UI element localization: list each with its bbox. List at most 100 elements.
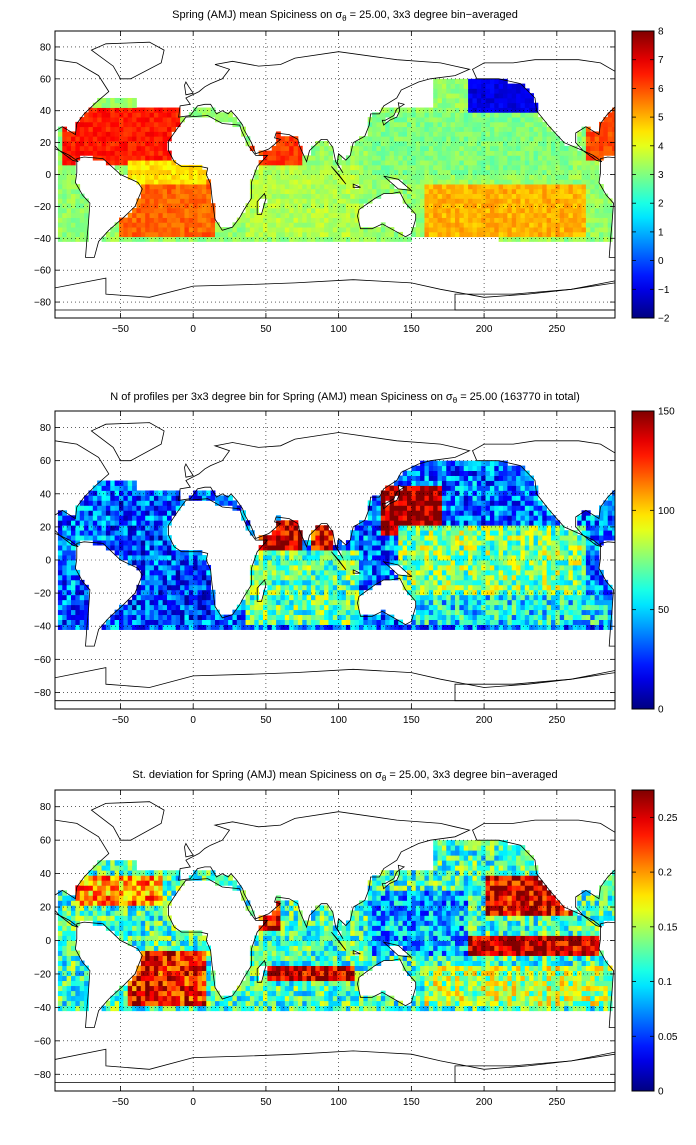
heatmap-cell xyxy=(459,580,464,585)
heatmap-cell xyxy=(429,189,434,194)
heatmap-cell xyxy=(499,93,504,98)
heatmap-cell xyxy=(525,227,530,232)
heatmap-cell xyxy=(184,555,189,560)
heatmap-cell xyxy=(280,620,285,625)
heatmap-cell xyxy=(424,213,429,218)
heatmap-cell xyxy=(499,560,504,565)
heatmap-cell xyxy=(320,160,325,165)
heatmap-cell xyxy=(372,165,377,170)
heatmap-cell xyxy=(97,535,102,540)
heatmap-cell xyxy=(464,151,469,156)
heatmap-cell xyxy=(507,88,512,93)
heatmap-cell xyxy=(403,112,408,117)
heatmap-cell xyxy=(97,127,102,132)
heatmap-cell xyxy=(582,165,587,170)
heatmap-cell xyxy=(315,545,320,550)
heatmap-cell xyxy=(599,535,604,540)
heatmap-cell xyxy=(438,103,443,108)
heatmap-cell xyxy=(512,103,517,108)
heatmap-cell xyxy=(324,155,329,160)
heatmap-cell xyxy=(171,580,176,585)
heatmap-cell xyxy=(442,146,447,151)
heatmap-cell xyxy=(516,141,521,146)
heatmap-cell xyxy=(372,175,377,180)
heatmap-cell xyxy=(263,160,268,165)
heatmap-cell xyxy=(586,203,591,208)
heatmap-cell xyxy=(150,194,155,199)
heatmap-cell xyxy=(289,155,294,160)
heatmap-cell xyxy=(416,184,421,189)
heatmap-cell xyxy=(416,590,421,595)
heatmap-cell xyxy=(263,565,268,570)
heatmap-cell xyxy=(564,194,569,199)
heatmap-cell xyxy=(477,218,482,223)
heatmap-cell xyxy=(429,560,434,565)
heatmap-cell xyxy=(307,189,312,194)
heatmap-cell xyxy=(328,175,333,180)
heatmap-cell xyxy=(424,218,429,223)
heatmap-cell xyxy=(424,136,429,141)
heatmap-cell xyxy=(324,208,329,213)
heatmap-cell xyxy=(420,615,425,620)
heatmap-cell xyxy=(163,218,168,223)
heatmap-cell xyxy=(411,530,416,535)
heatmap-cell xyxy=(333,198,338,203)
heatmap-cell xyxy=(189,600,194,605)
heatmap-cell xyxy=(555,545,560,550)
heatmap-cell xyxy=(416,620,421,625)
heatmap-cell xyxy=(494,585,499,590)
heatmap-cell xyxy=(342,213,347,218)
heatmap-cell xyxy=(477,575,482,580)
heatmap-cell xyxy=(263,184,268,189)
heatmap-cell xyxy=(490,131,495,136)
heatmap-cell xyxy=(451,530,456,535)
heatmap-cell xyxy=(62,580,67,585)
heatmap-cell xyxy=(311,189,316,194)
heatmap-cell xyxy=(429,540,434,545)
heatmap-cell xyxy=(298,600,303,605)
heatmap-cell xyxy=(320,545,325,550)
heatmap-cell xyxy=(599,620,604,625)
heatmap-cell xyxy=(538,615,543,620)
heatmap-cell xyxy=(481,170,486,175)
heatmap-cell xyxy=(490,189,495,194)
heatmap-cell xyxy=(490,79,495,84)
heatmap-cell xyxy=(154,595,159,600)
heatmap-cell xyxy=(385,108,390,113)
heatmap-cell xyxy=(337,232,342,237)
heatmap-cell xyxy=(564,540,569,545)
heatmap-cell xyxy=(398,131,403,136)
heatmap-cell xyxy=(163,141,168,146)
heatmap-cell xyxy=(328,208,333,213)
heatmap-cell xyxy=(368,227,373,232)
heatmap-cell xyxy=(472,146,477,151)
heatmap-cell xyxy=(93,141,98,146)
heatmap-cell xyxy=(420,222,425,227)
heatmap-cell xyxy=(503,165,508,170)
heatmap-cell xyxy=(128,127,133,132)
heatmap-cell xyxy=(141,136,146,141)
heatmap-cell xyxy=(416,222,421,227)
heatmap-cell xyxy=(350,218,355,223)
heatmap-cell xyxy=(507,127,512,132)
heatmap-cell xyxy=(486,585,491,590)
heatmap-cell xyxy=(346,615,351,620)
heatmap-cell xyxy=(547,227,552,232)
heatmap-cell xyxy=(595,575,600,580)
heatmap-cell xyxy=(67,203,72,208)
heatmap-cell xyxy=(342,189,347,194)
heatmap-cell xyxy=(477,580,482,585)
heatmap-cell xyxy=(211,615,216,620)
heatmap-cell xyxy=(486,610,491,615)
heatmap-cell xyxy=(529,545,534,550)
heatmap-cell xyxy=(586,530,591,535)
heatmap-cell xyxy=(577,175,582,180)
heatmap-cell xyxy=(167,189,172,194)
heatmap-cell xyxy=(150,151,155,156)
heatmap-cell xyxy=(176,179,181,184)
heatmap-cell xyxy=(381,530,386,535)
heatmap-cell xyxy=(219,620,224,625)
heatmap-cell xyxy=(507,232,512,237)
heatmap-cell xyxy=(285,141,290,146)
heatmap-cell xyxy=(464,580,469,585)
